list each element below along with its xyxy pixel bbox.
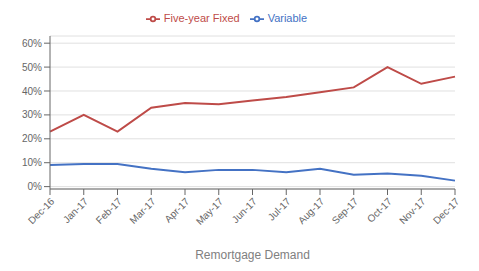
svg-text:Feb-17: Feb-17 [94,195,124,225]
html-text:Five-year Fixed: Five-year Fixed [163,12,240,24]
html-text:Variable: Variable [267,12,308,24]
svg-text:Jun-17: Jun-17 [230,195,260,225]
svg-text:Jan-17: Jan-17 [61,195,91,225]
svg-text:60%: 60% [22,38,42,49]
svg-text:Aug-17: Aug-17 [296,195,327,226]
svg-text:Dec-16: Dec-16 [26,195,57,226]
svg-text:Sep-17: Sep-17 [330,195,361,226]
svg-text:50%: 50% [22,62,42,73]
svg-text:30%: 30% [22,109,42,120]
svg-text:May-17: May-17 [194,195,226,227]
svg-text:40%: 40% [22,86,42,97]
svg-text:20%: 20% [22,133,42,144]
svg-text:Nov-17: Nov-17 [397,195,428,226]
svg-text:Oct-17: Oct-17 [365,195,394,224]
svg-text:Mar-17: Mar-17 [128,195,158,225]
svg-text:Jul-17: Jul-17 [266,195,293,222]
svg-text:Remortgage Demand: Remortgage Demand [195,248,310,262]
svg-text:0%: 0% [28,181,43,192]
svg-text:Apr-17: Apr-17 [162,195,191,224]
svg-text:10%: 10% [22,157,42,168]
svg-text:Dec-17: Dec-17 [431,195,462,226]
